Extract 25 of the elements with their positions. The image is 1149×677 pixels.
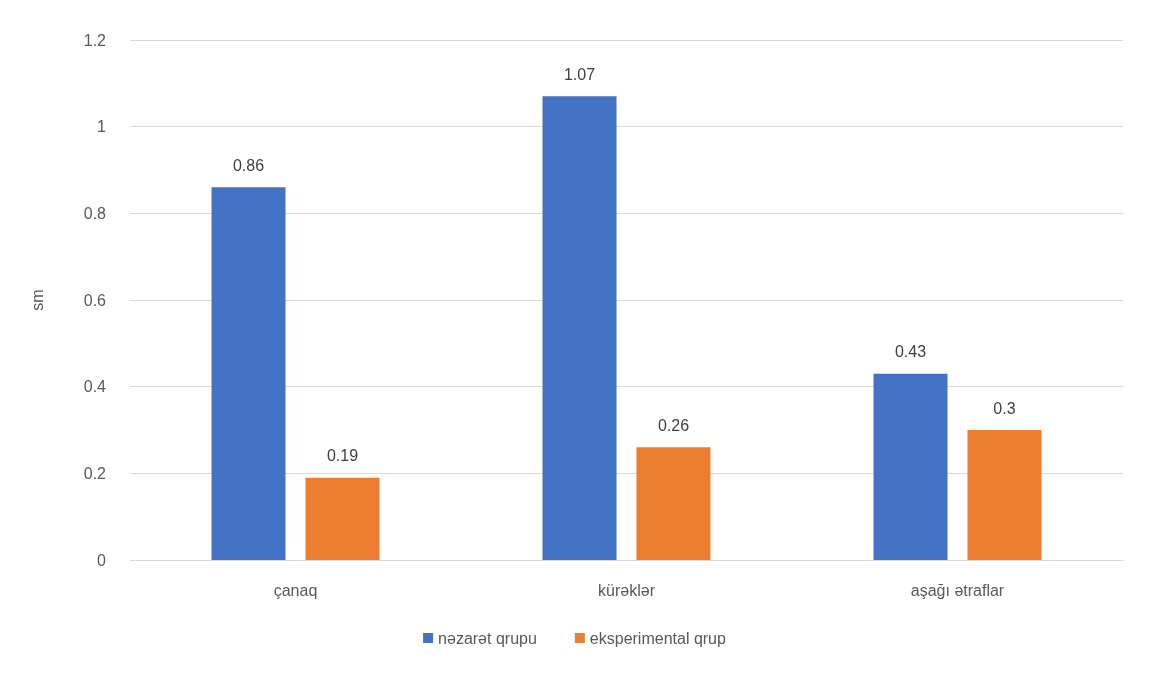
x-tick-label: çanaq [273, 581, 318, 599]
y-tick-label: 0 [97, 551, 107, 569]
data-label: 0.26 [657, 416, 690, 434]
bar [873, 373, 948, 560]
bar [305, 477, 380, 560]
data-label: 0.19 [326, 447, 359, 465]
bar [636, 447, 711, 560]
data-label: 0.3 [993, 399, 1016, 417]
y-axis-title: sm [28, 289, 46, 311]
legend-label: eksperimental qrup [589, 629, 726, 647]
legend-label: nəzarət qrupu [438, 629, 537, 647]
bar [967, 430, 1042, 560]
bar [211, 187, 286, 560]
data-label: 0.86 [232, 156, 265, 174]
data-label: 0.43 [894, 343, 927, 361]
bar [542, 96, 617, 560]
y-tick-label: 0.2 [83, 464, 107, 482]
data-label: 1.07 [563, 65, 596, 83]
y-tick-label: 0.4 [83, 378, 107, 396]
y-tick-label: 0.8 [83, 204, 107, 222]
y-tick-label: 0.6 [83, 291, 107, 309]
y-tick-label: 1.2 [83, 31, 107, 49]
x-tick-label: aşağı ətraflar [910, 581, 1005, 599]
y-tick-label: 1 [97, 118, 107, 136]
x-tick-label: kürəklər [598, 581, 656, 599]
